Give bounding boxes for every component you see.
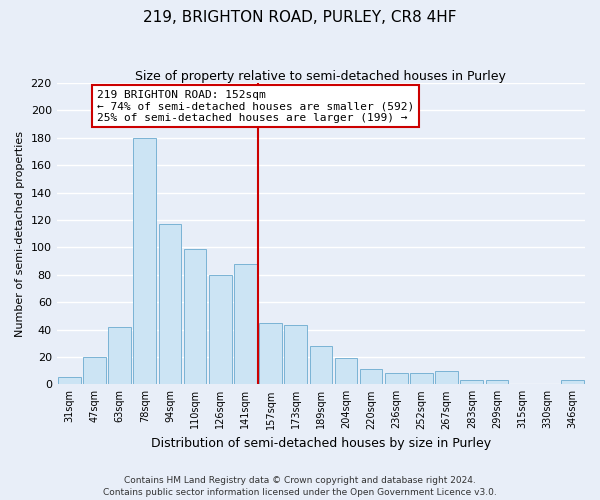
X-axis label: Distribution of semi-detached houses by size in Purley: Distribution of semi-detached houses by …	[151, 437, 491, 450]
Title: Size of property relative to semi-detached houses in Purley: Size of property relative to semi-detach…	[136, 70, 506, 83]
Bar	[385, 374, 407, 384]
Bar	[58, 378, 80, 384]
Bar	[436, 370, 458, 384]
Bar	[158, 224, 181, 384]
Text: 219, BRIGHTON ROAD, PURLEY, CR8 4HF: 219, BRIGHTON ROAD, PURLEY, CR8 4HF	[143, 10, 457, 25]
Bar	[310, 346, 332, 385]
Y-axis label: Number of semi-detached properties: Number of semi-detached properties	[15, 130, 25, 336]
Bar	[259, 322, 282, 384]
Bar	[209, 274, 232, 384]
Bar	[83, 357, 106, 384]
Bar	[284, 326, 307, 384]
Bar	[360, 369, 382, 384]
Text: Contains HM Land Registry data © Crown copyright and database right 2024.
Contai: Contains HM Land Registry data © Crown c…	[103, 476, 497, 497]
Bar	[335, 358, 358, 384]
Bar	[184, 248, 206, 384]
Text: 219 BRIGHTON ROAD: 152sqm
← 74% of semi-detached houses are smaller (592)
25% of: 219 BRIGHTON ROAD: 152sqm ← 74% of semi-…	[97, 90, 414, 123]
Bar	[133, 138, 156, 384]
Bar	[234, 264, 257, 384]
Bar	[460, 380, 483, 384]
Bar	[410, 374, 433, 384]
Bar	[561, 380, 584, 384]
Bar	[485, 380, 508, 384]
Bar	[108, 327, 131, 384]
